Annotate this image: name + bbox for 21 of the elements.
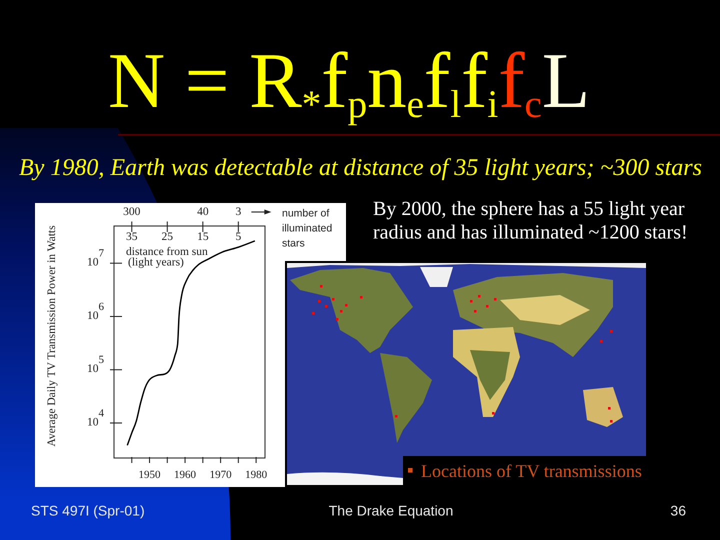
x2-tick-label: 5 bbox=[235, 231, 242, 243]
x2-tick-label: 15 bbox=[197, 231, 209, 243]
x-tick-label: 1950 bbox=[138, 469, 162, 481]
x-tick-label: 1970 bbox=[210, 469, 232, 481]
x2-axis-title: distance from sun (light years) bbox=[126, 246, 208, 268]
text: 3 bbox=[235, 206, 242, 218]
text: The Drake Equation bbox=[328, 502, 454, 518]
x2-tick-label: 35 bbox=[126, 231, 138, 243]
x-tick-label: 1980 bbox=[245, 469, 268, 481]
x2-tick-label: 25 bbox=[162, 231, 174, 243]
text: STS 497I (Spr-01) bbox=[31, 502, 145, 518]
text: By 1980, Earth was detectable at distance of 35 light years; ~300 stars bbox=[19, 155, 702, 181]
text: 40 bbox=[197, 206, 209, 218]
x-tick-label: 1960 bbox=[174, 469, 197, 481]
text: 36 bbox=[670, 502, 686, 518]
chart-title: N = R$_{*}$f$_{p}$n$_{e}$f$_{l}$f$_{i}$f$_{c}$L bbox=[108, 38, 590, 126]
text: number of illuminated stars bbox=[282, 208, 332, 250]
text: By 2000, the sphere has a 55 light year radius and has illuminated ~1200 stars! bbox=[373, 198, 688, 244]
y-axis-title: Average Daily TV Transmission Power in Watts bbox=[46, 224, 58, 447]
text: Locations of TV transmissions bbox=[421, 461, 642, 481]
text: 300 bbox=[123, 206, 141, 218]
